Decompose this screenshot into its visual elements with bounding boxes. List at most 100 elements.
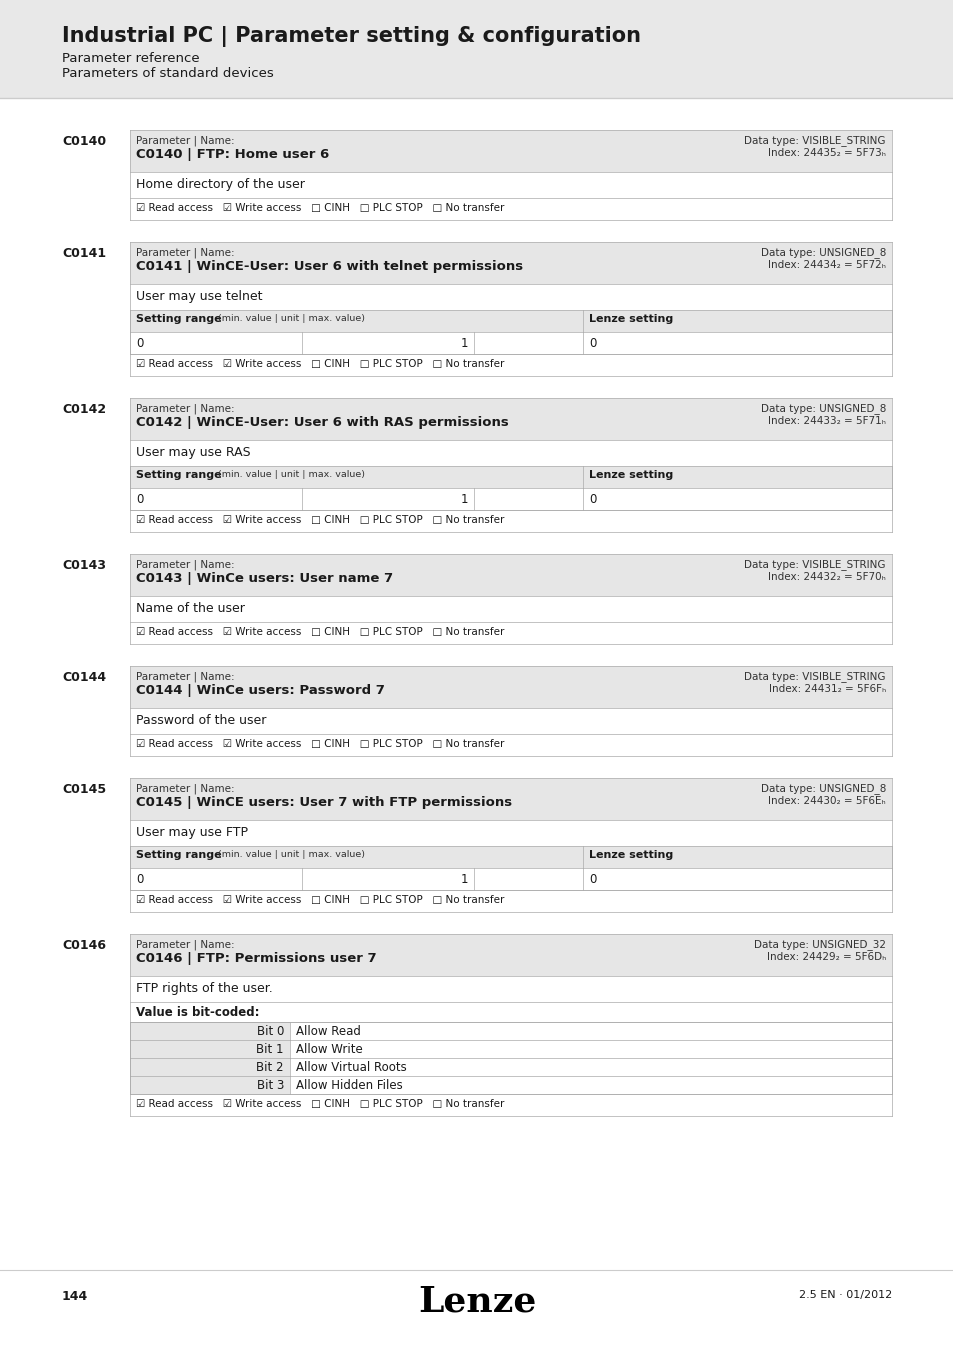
Text: 0: 0 xyxy=(588,493,596,506)
Bar xyxy=(130,846,891,868)
Text: Index: 24429₂ = 5F6Dₕ: Index: 24429₂ = 5F6Dₕ xyxy=(766,952,885,963)
Bar xyxy=(130,1022,290,1040)
Text: Allow Read: Allow Read xyxy=(295,1025,360,1038)
Text: 0: 0 xyxy=(588,338,596,350)
Text: 144: 144 xyxy=(62,1291,89,1303)
Text: Parameter | Name:: Parameter | Name: xyxy=(136,247,234,258)
Text: C0141 | WinCE-User: User 6 with telnet permissions: C0141 | WinCE-User: User 6 with telnet p… xyxy=(136,261,522,273)
Text: C0143: C0143 xyxy=(62,559,106,572)
Text: 1: 1 xyxy=(460,338,468,350)
Text: C0146 | FTP: Permissions user 7: C0146 | FTP: Permissions user 7 xyxy=(136,952,376,965)
Text: Setting range: Setting range xyxy=(136,470,221,481)
Bar xyxy=(130,466,891,487)
Bar xyxy=(130,976,891,1002)
Bar xyxy=(130,487,891,510)
Bar xyxy=(130,554,891,595)
Text: Parameter | Name:: Parameter | Name: xyxy=(136,671,234,682)
Bar xyxy=(130,332,891,354)
Text: C0142: C0142 xyxy=(62,404,106,416)
Text: Lenze setting: Lenze setting xyxy=(588,315,673,324)
Bar xyxy=(130,1094,891,1116)
Text: ☑ Read access   ☑ Write access   □ CINH   □ PLC STOP   □ No transfer: ☑ Read access ☑ Write access □ CINH □ PL… xyxy=(136,895,504,905)
Text: Index: 24433₂ = 5F71ₕ: Index: 24433₂ = 5F71ₕ xyxy=(767,416,885,427)
Text: (min. value | unit | max. value): (min. value | unit | max. value) xyxy=(214,470,365,479)
Text: Bit 2: Bit 2 xyxy=(256,1061,284,1075)
Bar xyxy=(130,354,891,377)
Text: (min. value | unit | max. value): (min. value | unit | max. value) xyxy=(214,315,365,323)
Text: Data type: VISIBLE_STRING: Data type: VISIBLE_STRING xyxy=(743,671,885,682)
Text: C0140 | FTP: Home user 6: C0140 | FTP: Home user 6 xyxy=(136,148,329,161)
Text: Index: 24435₂ = 5F73ₕ: Index: 24435₂ = 5F73ₕ xyxy=(767,148,885,158)
Text: User may use telnet: User may use telnet xyxy=(136,290,262,302)
Text: Value is bit-coded:: Value is bit-coded: xyxy=(136,1006,259,1019)
Bar xyxy=(130,666,891,707)
Text: Index: 24432₂ = 5F70ₕ: Index: 24432₂ = 5F70ₕ xyxy=(767,572,885,582)
Bar xyxy=(130,778,891,819)
Text: Data type: UNSIGNED_8: Data type: UNSIGNED_8 xyxy=(760,404,885,414)
Bar xyxy=(130,595,891,622)
Text: C0143 | WinCe users: User name 7: C0143 | WinCe users: User name 7 xyxy=(136,572,393,585)
Text: C0142 | WinCE-User: User 6 with RAS permissions: C0142 | WinCE-User: User 6 with RAS perm… xyxy=(136,416,508,429)
Text: Parameter | Name:: Parameter | Name: xyxy=(136,404,234,413)
Text: Parameter | Name:: Parameter | Name: xyxy=(136,783,234,794)
Text: C0140: C0140 xyxy=(62,135,106,148)
Text: Parameter | Name:: Parameter | Name: xyxy=(136,940,234,949)
Text: User may use RAS: User may use RAS xyxy=(136,446,251,459)
Text: Industrial PC | Parameter setting & configuration: Industrial PC | Parameter setting & conf… xyxy=(62,26,640,47)
Bar xyxy=(130,171,891,198)
Text: Lenze: Lenze xyxy=(417,1284,536,1318)
Bar xyxy=(130,934,891,976)
Text: Parameter reference: Parameter reference xyxy=(62,53,199,65)
Text: Password of the user: Password of the user xyxy=(136,714,266,728)
Text: User may use FTP: User may use FTP xyxy=(136,826,248,838)
Text: Setting range: Setting range xyxy=(136,850,221,860)
Text: Home directory of the user: Home directory of the user xyxy=(136,178,305,190)
Bar xyxy=(130,707,891,734)
Bar xyxy=(130,510,891,532)
Bar xyxy=(130,1002,891,1022)
Bar xyxy=(130,310,891,332)
Text: C0144: C0144 xyxy=(62,671,106,684)
Text: Bit 1: Bit 1 xyxy=(256,1044,284,1056)
Text: 0: 0 xyxy=(588,873,596,886)
Text: ☑ Read access   ☑ Write access   □ CINH   □ PLC STOP   □ No transfer: ☑ Read access ☑ Write access □ CINH □ PL… xyxy=(136,202,504,213)
Text: 0: 0 xyxy=(136,338,143,350)
Text: Data type: VISIBLE_STRING: Data type: VISIBLE_STRING xyxy=(743,559,885,570)
Bar xyxy=(130,1076,290,1094)
Bar xyxy=(130,398,891,440)
Text: ☑ Read access   ☑ Write access   □ CINH   □ PLC STOP   □ No transfer: ☑ Read access ☑ Write access □ CINH □ PL… xyxy=(136,626,504,637)
Text: Index: 24430₂ = 5F6Eₕ: Index: 24430₂ = 5F6Eₕ xyxy=(767,796,885,806)
Bar xyxy=(290,1076,891,1094)
Text: Parameters of standard devices: Parameters of standard devices xyxy=(62,68,274,80)
Text: (min. value | unit | max. value): (min. value | unit | max. value) xyxy=(214,850,365,859)
Bar xyxy=(290,1058,891,1076)
Text: ☑ Read access   ☑ Write access   □ CINH   □ PLC STOP   □ No transfer: ☑ Read access ☑ Write access □ CINH □ PL… xyxy=(136,738,504,749)
Text: Setting range: Setting range xyxy=(136,315,221,324)
Text: Allow Write: Allow Write xyxy=(295,1044,362,1056)
Text: 1: 1 xyxy=(460,873,468,886)
Text: ☑ Read access   ☑ Write access   □ CINH   □ PLC STOP   □ No transfer: ☑ Read access ☑ Write access □ CINH □ PL… xyxy=(136,514,504,525)
Text: C0145: C0145 xyxy=(62,783,106,796)
Bar xyxy=(130,198,891,220)
Bar xyxy=(130,1040,290,1058)
Text: 0: 0 xyxy=(136,493,143,506)
Text: Lenze setting: Lenze setting xyxy=(588,470,673,481)
Bar xyxy=(130,130,891,171)
Text: 2.5 EN · 01/2012: 2.5 EN · 01/2012 xyxy=(798,1291,891,1300)
Text: ☑ Read access   ☑ Write access   □ CINH   □ PLC STOP   □ No transfer: ☑ Read access ☑ Write access □ CINH □ PL… xyxy=(136,359,504,369)
Bar xyxy=(130,868,891,890)
Text: 0: 0 xyxy=(136,873,143,886)
Bar xyxy=(130,819,891,846)
Text: Allow Hidden Files: Allow Hidden Files xyxy=(295,1079,402,1092)
Text: Lenze setting: Lenze setting xyxy=(588,850,673,860)
Bar xyxy=(130,890,891,913)
Text: Data type: VISIBLE_STRING: Data type: VISIBLE_STRING xyxy=(743,135,885,146)
Text: Parameter | Name:: Parameter | Name: xyxy=(136,559,234,570)
Bar xyxy=(290,1040,891,1058)
Bar xyxy=(130,440,891,466)
Text: Index: 24431₂ = 5F6Fₕ: Index: 24431₂ = 5F6Fₕ xyxy=(768,684,885,694)
Text: C0146: C0146 xyxy=(62,940,106,952)
Text: Data type: UNSIGNED_8: Data type: UNSIGNED_8 xyxy=(760,247,885,258)
Text: C0145 | WinCE users: User 7 with FTP permissions: C0145 | WinCE users: User 7 with FTP per… xyxy=(136,796,512,809)
Text: Data type: UNSIGNED_8: Data type: UNSIGNED_8 xyxy=(760,783,885,794)
